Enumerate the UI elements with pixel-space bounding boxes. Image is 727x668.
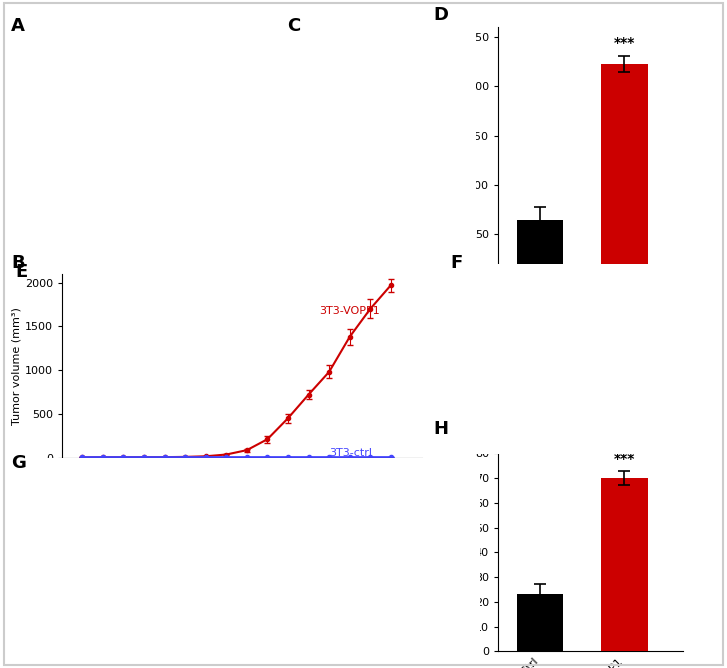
- Text: G: G: [11, 454, 25, 472]
- Y-axis label: Tumor volume (mm³): Tumor volume (mm³): [12, 307, 22, 425]
- Bar: [601, 478, 648, 651]
- Text: D: D: [433, 6, 448, 24]
- Text: H: H: [433, 420, 448, 438]
- Bar: [517, 595, 563, 651]
- Bar: [601, 64, 648, 284]
- Text: ***: ***: [614, 37, 635, 51]
- Text: E: E: [15, 263, 28, 281]
- Text: B: B: [11, 254, 25, 272]
- X-axis label: Days: Days: [226, 480, 257, 492]
- Text: A: A: [11, 17, 25, 35]
- Text: F: F: [451, 254, 463, 272]
- Text: 3T3-VOPP1: 3T3-VOPP1: [319, 306, 379, 315]
- Y-axis label: Ki67-positive cells (%): Ki67-positive cells (%): [462, 488, 472, 604]
- Bar: [517, 220, 563, 284]
- Text: ***: ***: [614, 452, 635, 466]
- Text: 3T3-ctrl: 3T3-ctrl: [329, 448, 372, 458]
- Text: C: C: [287, 17, 300, 35]
- Y-axis label: Colony number: Colony number: [455, 116, 465, 195]
